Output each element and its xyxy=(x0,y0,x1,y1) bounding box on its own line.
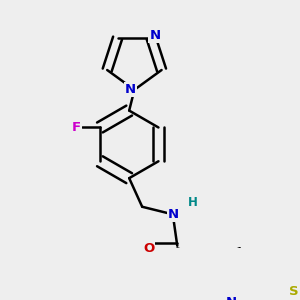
Text: H: H xyxy=(188,196,198,209)
Text: N: N xyxy=(168,208,179,221)
Text: O: O xyxy=(143,242,154,255)
Text: N: N xyxy=(149,29,161,42)
Text: F: F xyxy=(72,121,81,134)
Text: N: N xyxy=(226,296,237,300)
Text: N: N xyxy=(125,83,136,96)
Text: S: S xyxy=(289,285,299,298)
